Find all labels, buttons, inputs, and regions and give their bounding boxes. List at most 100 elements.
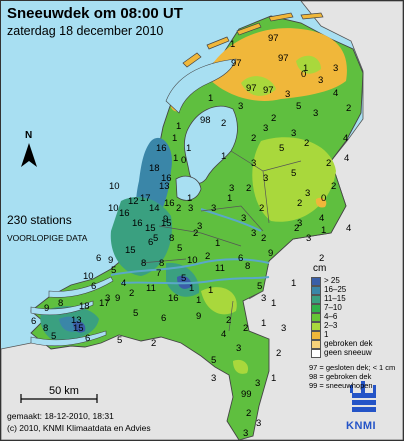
station-value: 9 <box>108 255 113 266</box>
oosterschelde <box>30 300 94 316</box>
logo-text: KNMI <box>346 420 377 432</box>
map-subtitle: zaterdag 18 december 2010 <box>7 24 164 38</box>
station-value: 4 <box>319 213 324 224</box>
station-value: 5 <box>51 331 56 342</box>
station-value: 5 <box>133 308 138 319</box>
station-value: 2 <box>261 233 266 244</box>
station-value: 5 <box>291 168 296 179</box>
station-value: 1 <box>221 151 226 162</box>
legend-label: 2–3 <box>324 321 338 330</box>
wadden-sea <box>165 58 237 114</box>
station-value: 3 <box>251 158 256 169</box>
station-value: 9 <box>115 293 120 304</box>
station-value: 2 <box>326 158 331 169</box>
station-value: 3 <box>318 75 323 86</box>
station-value: 6 <box>91 281 96 292</box>
station-value: 6 <box>85 333 90 344</box>
station-value: 6 <box>96 253 101 264</box>
station-value: 5 <box>117 335 122 346</box>
station-value: 2 <box>246 183 251 194</box>
ijsselmeer <box>184 105 238 184</box>
station-value: 3 <box>261 293 266 304</box>
station-value: 12 <box>128 196 139 207</box>
station-value: 8 <box>245 261 250 272</box>
snow-zones <box>40 28 347 374</box>
legend-label: gebroken dek <box>324 339 373 348</box>
station-value: 9 <box>163 214 168 225</box>
station-value: 3 <box>236 343 241 354</box>
station-value: 3 <box>297 218 302 229</box>
station-value: 3 <box>211 373 216 384</box>
station-value: 1 <box>291 278 296 289</box>
markermeer <box>175 175 202 201</box>
station-value: 2 <box>271 113 276 124</box>
station-value: 3 <box>188 203 193 214</box>
station-value: 3 <box>251 228 256 239</box>
north-label: N <box>25 130 33 141</box>
station-value: 3 <box>263 123 268 134</box>
station-value: 1 <box>208 285 213 296</box>
legend-swatch <box>311 286 321 295</box>
station-value: 3 <box>313 108 318 119</box>
station-value: 97 <box>268 33 279 44</box>
station-value: 2 <box>276 348 281 359</box>
station-value: 0 <box>181 155 186 166</box>
station-value: 1 <box>176 121 181 132</box>
station-value: 3 <box>256 418 261 429</box>
station-value: 98 <box>200 115 211 126</box>
province-borders <box>140 150 302 332</box>
legend-swatch <box>311 313 321 322</box>
legend-swatch <box>311 340 321 349</box>
station-value: 15 <box>161 218 172 229</box>
station-value: 4 <box>344 153 349 164</box>
legend-swatch <box>311 304 321 313</box>
station-value: 1 <box>215 238 220 249</box>
station-value: 3 <box>197 221 202 232</box>
station-value: 1 <box>186 143 191 154</box>
station-value: 1 <box>321 225 326 236</box>
station-value: 8 <box>159 258 164 269</box>
station-value: 18 <box>149 163 160 174</box>
station-value: 2 <box>226 315 231 326</box>
station-value: 10 <box>109 181 120 192</box>
rivers <box>110 208 270 285</box>
station-value: 14 <box>149 203 160 214</box>
legend-label: > 25 <box>324 276 340 285</box>
station-value: 9 <box>268 248 273 259</box>
westerschelde <box>30 330 107 347</box>
station-value: 10 <box>83 271 94 282</box>
station-value: 4 <box>221 329 226 340</box>
station-value: 2 <box>259 203 264 214</box>
station-value: 3 <box>211 203 216 214</box>
north-arrow-icon <box>21 143 37 167</box>
station-value: 1 <box>303 63 308 74</box>
station-value: 16 <box>161 173 172 184</box>
station-value: 4 <box>343 133 348 144</box>
station-value: 10 <box>187 255 198 266</box>
station-value: 2 <box>246 408 251 419</box>
station-value: 4 <box>346 223 351 234</box>
station-value: 97 <box>246 83 257 94</box>
legend-label: 1 <box>324 330 329 339</box>
station-value: 4 <box>333 88 338 99</box>
station-value: 1 <box>189 283 194 294</box>
station-value: 97 <box>263 85 274 96</box>
wadden-islands <box>182 12 324 68</box>
legend-swatch <box>311 277 321 286</box>
legend-label: 4–6 <box>324 312 338 321</box>
station-value: 3 <box>263 173 268 184</box>
station-value: 3 <box>281 323 286 334</box>
scale-label: 50 km <box>49 385 79 397</box>
legend-label: 7–10 <box>324 303 342 312</box>
station-value: 2 <box>205 251 210 262</box>
station-value: 5 <box>153 233 158 244</box>
station-value: 16 <box>156 143 167 154</box>
station-value: 5 <box>279 143 284 154</box>
station-value: 15 <box>125 245 136 256</box>
station-value: 6 <box>148 237 153 248</box>
station-value: 3 <box>306 233 311 244</box>
station-value: 17 <box>140 193 151 204</box>
